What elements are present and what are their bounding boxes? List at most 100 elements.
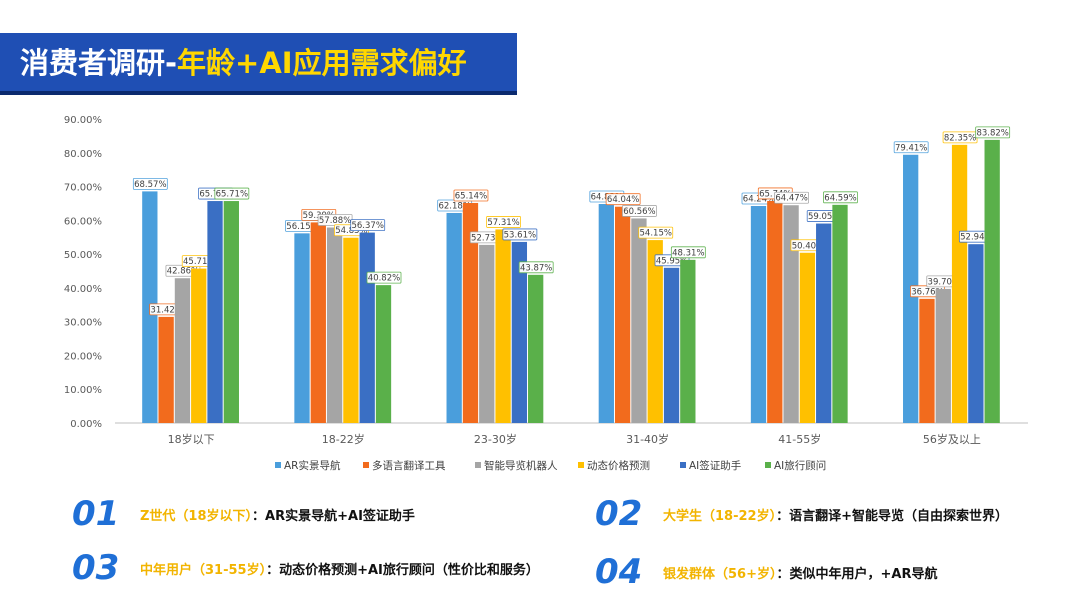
data-label: 52.73% <box>471 233 503 243</box>
bar <box>783 205 799 423</box>
y-tick-label: 20.00% <box>64 351 102 362</box>
bar <box>951 144 968 423</box>
legend-swatch <box>275 462 281 468</box>
bar <box>174 278 191 423</box>
y-tick-label: 40.00% <box>64 284 102 295</box>
x-tick-label: 56岁及以上 <box>923 432 981 446</box>
data-label-box <box>638 226 674 239</box>
bar <box>799 252 816 423</box>
data-label: 39.70% <box>928 277 960 287</box>
bar <box>326 227 343 423</box>
data-label: 50.40% <box>792 241 824 251</box>
legend-swatch <box>765 462 771 468</box>
data-label: 68.57% <box>134 180 166 190</box>
data-label: 45.95% <box>656 256 688 266</box>
data-label-box <box>670 246 706 259</box>
y-tick-label: 0.00% <box>70 419 102 430</box>
data-label: 53.61% <box>504 230 536 240</box>
x-tick-label: 41-55岁 <box>778 432 821 446</box>
y-tick-label: 70.00% <box>64 183 102 194</box>
data-label-box <box>823 191 858 204</box>
y-tick-label: 90.00% <box>64 115 102 126</box>
legend-label: AR实景导航 <box>284 459 341 472</box>
bar <box>359 232 375 423</box>
data-label: 82.35% <box>944 133 976 143</box>
point-separator: ： <box>266 562 280 578</box>
bar <box>446 212 462 423</box>
point-description: 语言翻译+智能导览（自由探索世界） <box>789 508 1008 524</box>
data-label-box <box>366 271 402 284</box>
data-label-box <box>486 216 521 228</box>
point-label: Z世代（18岁以下） <box>140 508 253 524</box>
title-highlight: 年龄+AI应用需求偏好 <box>177 46 467 80</box>
point-number: 01 <box>72 494 120 534</box>
data-label: 65.71% <box>216 190 248 200</box>
summary-point-4: 04 银发群体（56+岁）：类似中年用户，+AR导航 <box>595 552 937 592</box>
point-number: 04 <box>595 552 643 592</box>
x-tick-label: 23-30岁 <box>474 432 517 446</box>
bar <box>631 218 647 423</box>
bar <box>767 200 783 423</box>
bar <box>919 298 935 423</box>
data-label-box <box>502 228 538 241</box>
data-label-box <box>518 261 554 274</box>
bar <box>343 237 359 423</box>
point-description: AR实景导航+AI签证助手 <box>265 508 415 524</box>
page-title: 消费者调研-年龄+AI应用需求偏好 <box>20 43 467 83</box>
point-label: 中年用户（31-55岁） <box>140 562 267 578</box>
point-text: 大学生（18-22岁）：语言翻译+智能导览（自由探索世界） <box>663 505 1008 524</box>
data-label: 57.31% <box>487 218 519 228</box>
data-label: 64.47% <box>775 194 807 204</box>
data-label-box <box>622 205 657 217</box>
bar <box>375 285 392 423</box>
summary-point-1: 01 Z世代（18岁以下）：AR实景导航+AI签证助手 <box>72 494 415 534</box>
x-tick-label: 18岁以下 <box>168 432 215 446</box>
bar <box>191 268 207 423</box>
data-label-box <box>893 141 929 154</box>
bar <box>462 202 479 423</box>
data-label: 36.76% <box>911 287 943 297</box>
bar <box>495 229 511 423</box>
bar <box>647 240 663 423</box>
data-label-box <box>214 187 250 200</box>
data-label: 64.04% <box>607 195 639 205</box>
data-label-box <box>132 177 168 190</box>
bar <box>528 274 544 423</box>
data-label: 40.82% <box>368 274 400 284</box>
data-label-box <box>453 189 489 202</box>
data-label: 48.31% <box>672 248 704 258</box>
bar <box>614 206 631 423</box>
point-text: Z世代（18岁以下）：AR实景导航+AI签证助手 <box>140 505 415 524</box>
data-label: 57.88% <box>319 216 351 226</box>
bar <box>310 222 326 423</box>
data-label: 79.41% <box>895 143 927 153</box>
bar <box>294 233 310 423</box>
legend-label: AI签证助手 <box>689 459 741 472</box>
data-label-box <box>975 126 1011 139</box>
data-label: 62.18% <box>438 201 470 211</box>
point-text: 银发群体（56+岁）：类似中年用户，+AR导航 <box>663 563 937 582</box>
bar <box>816 223 832 423</box>
bar <box>158 316 174 423</box>
summary-point-2: 02 大学生（18-22岁）：语言翻译+智能导览（自由探索世界） <box>595 494 1008 534</box>
legend-swatch <box>363 462 369 468</box>
point-description: 类似中年用户，+AR导航 <box>789 566 938 582</box>
y-tick-label: 60.00% <box>64 216 102 227</box>
legend-label: AI旅行顾问 <box>774 459 826 472</box>
data-label: 56.15% <box>286 222 318 232</box>
legend-label: 动态价格预测 <box>587 459 650 472</box>
x-tick-label: 18-22岁 <box>322 432 365 446</box>
data-label: 64.59% <box>824 193 856 203</box>
point-label: 大学生（18-22岁） <box>663 508 777 524</box>
x-tick-label: 31-40岁 <box>626 432 669 446</box>
y-tick-label: 50.00% <box>64 250 102 261</box>
legend-swatch <box>475 462 481 468</box>
y-tick-label: 80.00% <box>64 149 102 160</box>
data-label-box <box>605 193 641 206</box>
point-separator: ： <box>776 508 790 524</box>
bar <box>832 204 848 423</box>
legend-swatch <box>680 462 686 468</box>
bar <box>598 204 614 423</box>
data-label: 59.05% <box>808 212 840 222</box>
legend-label: 多语言翻译工具 <box>372 459 446 472</box>
